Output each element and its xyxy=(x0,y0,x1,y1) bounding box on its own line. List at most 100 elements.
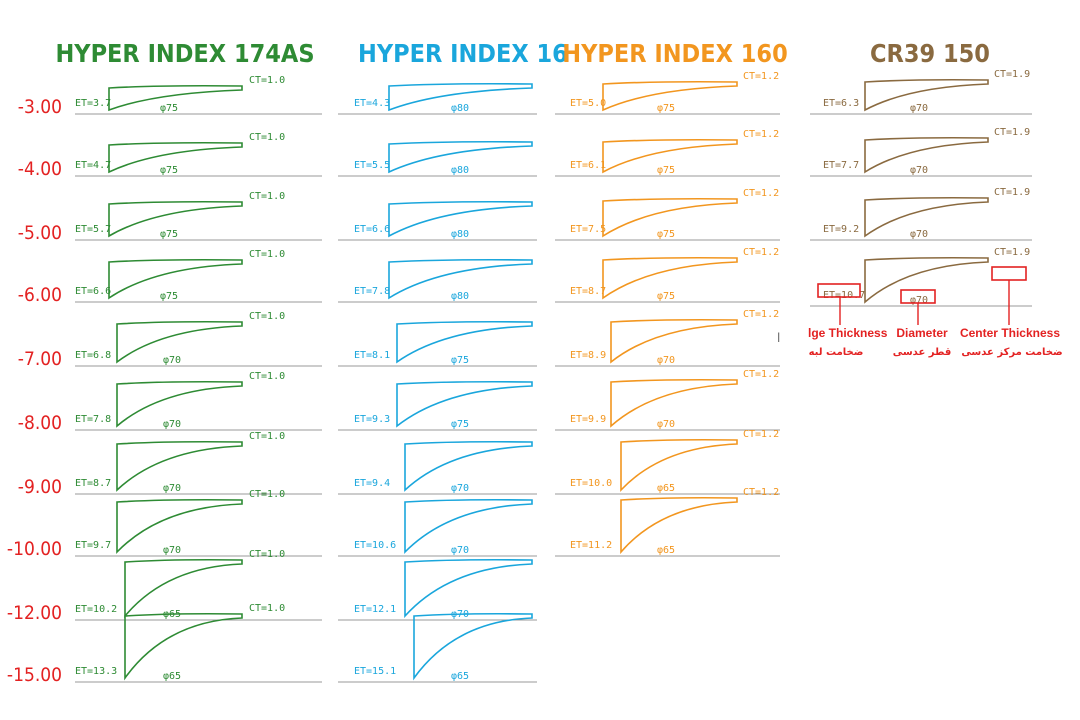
lens-row: ET=6.6 CT=1.0 φ75 xyxy=(75,249,322,303)
lens-row: ET=6.1 CT=1.2 φ75 xyxy=(555,129,780,177)
edge-thickness-label: ET=10.6 xyxy=(354,540,396,551)
lens-profile xyxy=(108,84,243,112)
diameter-label: φ65 xyxy=(451,671,469,682)
lens-profile xyxy=(396,320,533,364)
legend-edge-fa: ضخامت لبه xyxy=(809,347,864,358)
center-thickness-label: CT=1.2 xyxy=(743,487,779,498)
diameter-label: φ75 xyxy=(657,103,675,114)
edge-thickness-label: ET=12.1 xyxy=(354,604,396,615)
diameter-label: φ80 xyxy=(451,103,469,114)
edge-thickness-label: ET=13.3 xyxy=(75,666,117,677)
diameter-label: φ70 xyxy=(910,229,928,240)
edge-thickness-label: ET=10.2 xyxy=(75,604,117,615)
lens-profile xyxy=(388,200,533,238)
lens-row: ET=11.2 CT=1.2 φ65 xyxy=(555,487,780,557)
power-label: -5.00 xyxy=(18,222,62,244)
power-label: -3.00 xyxy=(18,96,62,118)
edge-thickness-label: ET=7.5 xyxy=(570,224,606,235)
edge-thickness-label: ET=4.3 xyxy=(354,98,390,109)
lens-row: ET=5.0 CT=1.2 φ75 xyxy=(555,71,780,115)
lens-profile xyxy=(610,318,738,364)
lens-profile xyxy=(116,440,243,492)
lens-profile xyxy=(602,138,738,174)
lens-profile xyxy=(864,78,989,112)
diameter-label: φ70 xyxy=(451,483,469,494)
center-thickness-label: CT=1.0 xyxy=(249,132,285,143)
center-thickness-label: CT=1.0 xyxy=(249,191,285,202)
lens-profile xyxy=(396,380,533,428)
center-thickness-label: CT=1.9 xyxy=(994,187,1030,198)
edge-thickness-label: ET=10.0 xyxy=(570,478,612,489)
power-label: -9.00 xyxy=(18,476,62,498)
diameter-label: φ70 xyxy=(910,103,928,114)
edge-thickness-label: ET=6.1 xyxy=(570,160,606,171)
center-thickness-label: CT=1.2 xyxy=(743,129,779,140)
edge-thickness-label: ET=8.9 xyxy=(570,350,606,361)
lens-profile xyxy=(864,256,989,304)
lens-profile xyxy=(602,197,738,238)
edge-thickness-label: ET=5.7 xyxy=(75,224,111,235)
edge-thickness-label: ET=6.6 xyxy=(354,224,390,235)
center-thickness-label: CT=1.0 xyxy=(249,603,285,614)
center-thickness-label: CT=1.0 xyxy=(249,489,285,500)
lens-row: ET=10.0 CT=1.2 φ65 xyxy=(555,429,780,495)
lens-profile xyxy=(116,380,243,428)
center-thickness-label: CT=1.0 xyxy=(249,431,285,442)
power-label: -4.00 xyxy=(18,158,62,180)
lens-profile xyxy=(108,258,243,300)
center-thickness-label: CT=1.2 xyxy=(743,188,779,199)
lens-profile xyxy=(388,258,533,300)
lens-row: ET=7.5 CT=1.2 φ75 xyxy=(555,188,780,241)
edge-thickness-label: ET=4.7 xyxy=(75,160,111,171)
edge-thickness-label: ET=10.7 xyxy=(823,290,865,301)
center-thickness-label: CT=1.2 xyxy=(743,309,779,320)
lens-row: ET=8.7 CT=1.2 φ75 xyxy=(555,247,780,303)
diameter-label: φ75 xyxy=(160,103,178,114)
center-thickness-label: CT=1.2 xyxy=(743,71,779,82)
lens-row: ET=6.3 CT=1.9 φ70 xyxy=(810,69,1032,115)
lens-row: ET=5.7 CT=1.0 φ75 xyxy=(75,191,322,241)
diameter-label: φ75 xyxy=(160,291,178,302)
lens-profile xyxy=(404,440,533,492)
lens-profile xyxy=(413,612,533,681)
lens-profile xyxy=(620,438,738,493)
edge-thickness-label: ET=5.0 xyxy=(570,98,606,109)
edge-thickness-label: ET=6.6 xyxy=(75,286,111,297)
diameter-label: φ70 xyxy=(163,355,181,366)
center-thickness-label: CT=1.0 xyxy=(249,75,285,86)
diameter-label: φ70 xyxy=(163,483,181,494)
column-title: HYPER INDEX 174AS xyxy=(55,39,314,68)
edge-thickness-label: ET=6.8 xyxy=(75,350,111,361)
lens-row: ET=9.9 CT=1.2 φ70 xyxy=(555,369,780,431)
center-thickness-label: CT=1.0 xyxy=(249,311,285,322)
center-thickness-label: CT=1.0 xyxy=(249,249,285,260)
legend-center-fa: ضخامت مرکز عدسی xyxy=(961,347,1062,358)
edge-thickness-label: ET=11.2 xyxy=(570,540,612,551)
center-thickness-label: CT=1.0 xyxy=(249,549,285,560)
edge-thickness-label: ET=9.2 xyxy=(823,224,859,235)
lens-profile xyxy=(620,496,738,555)
edge-thickness-label: ET=7.7 xyxy=(823,160,859,171)
lens-profile xyxy=(124,558,243,619)
lens-row: ET=6.6 φ80 xyxy=(338,200,537,241)
column-title: CR39 150 xyxy=(870,39,990,68)
center-thickness-label: CT=1.2 xyxy=(743,369,779,380)
lens-row: ET=15.1 φ65 xyxy=(338,612,537,683)
lens-row: ET=4.7 CT=1.0 φ75 xyxy=(75,132,322,177)
lens-row: ET=4.3 φ80 xyxy=(338,82,537,115)
edge-thickness-label: ET=15.1 xyxy=(354,666,396,677)
legend-edge-title: lge Thickness xyxy=(808,326,888,340)
legend-diameter-fa: قطر عدسی xyxy=(893,347,952,358)
column-title: HYPER INDEX 16 xyxy=(358,39,568,68)
lens-profile xyxy=(388,82,533,112)
edge-thickness-label: ET=9.7 xyxy=(75,540,111,551)
lens-row: ET=7.8 φ80 xyxy=(338,258,537,303)
lens-row: ET=10.7 CT=1.9 φ70 xyxy=(810,247,1032,307)
edge-thickness-label: ET=5.5 xyxy=(354,160,390,171)
lens-profile xyxy=(864,196,989,238)
lens-row: ET=9.4 φ70 xyxy=(338,440,537,495)
edge-thickness-label: ET=9.9 xyxy=(570,414,606,425)
power-label: -6.00 xyxy=(18,284,62,306)
